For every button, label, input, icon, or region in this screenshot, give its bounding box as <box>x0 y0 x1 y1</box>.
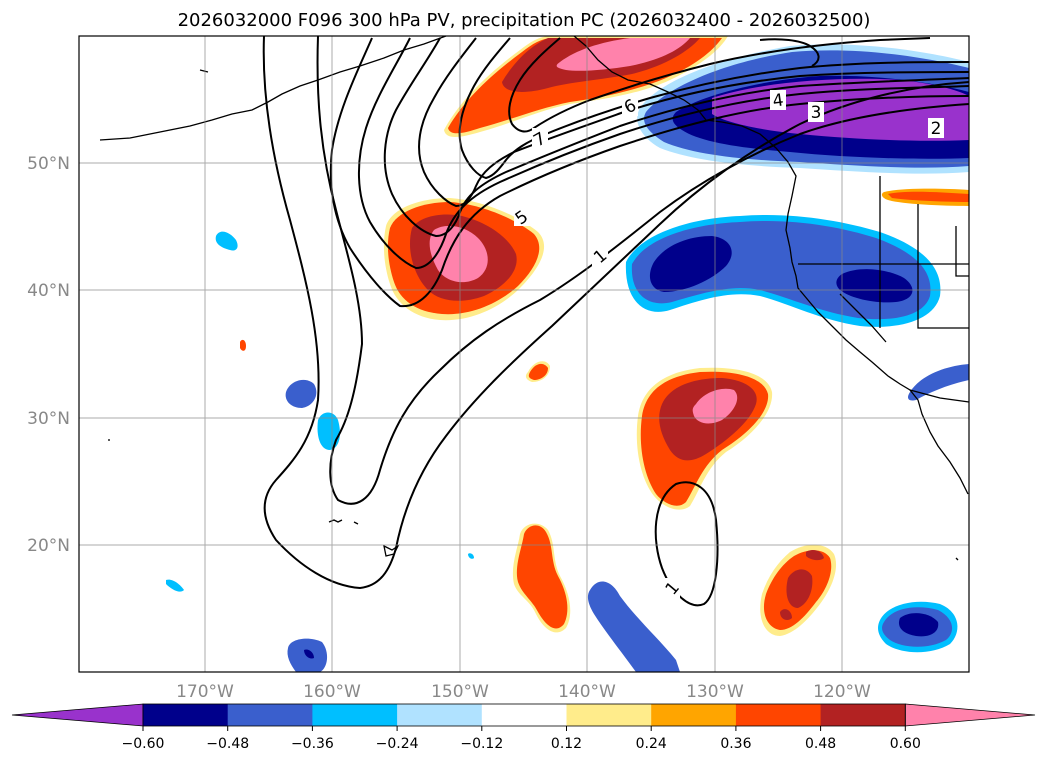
pv-label-3: 3 <box>811 103 822 123</box>
colorbar-extend-max <box>904 703 1036 727</box>
pv-label-2: 2 <box>931 119 942 139</box>
precip-positive-shading <box>240 36 969 636</box>
colorbar-segment <box>227 704 313 726</box>
colorbar-tick-label: −0.12 <box>460 736 503 752</box>
colorbar-tick-label: −0.48 <box>206 736 249 752</box>
lon-label-120w: 120°W <box>813 682 871 702</box>
lon-label-130w: 130°W <box>686 682 744 702</box>
lat-label-50n: 50°N <box>27 154 70 174</box>
pv-contour-7 <box>458 37 970 180</box>
pv-contours <box>262 35 970 607</box>
colorbar-tick-label: 0.12 <box>551 736 582 752</box>
lat-label-20n: 20°N <box>27 536 70 556</box>
map-panel: 7 6 5 4 3 2 1 1 <box>78 35 970 673</box>
colorbar-segment <box>143 704 229 726</box>
colorbar-tick-label: 0.24 <box>636 736 667 752</box>
colorbar-tick-label: −0.60 <box>122 736 165 752</box>
colorbar-segment <box>397 704 483 726</box>
colorbar-segment <box>651 704 737 726</box>
lat-label-40n: 40°N <box>27 281 70 301</box>
colorbar-segment <box>735 704 822 726</box>
colorbar-segment <box>481 704 567 726</box>
pv-contour-8 <box>508 37 931 133</box>
lon-label-160w: 160°W <box>303 682 361 702</box>
pv-contour-4 <box>358 37 970 270</box>
lon-label-140w: 140°W <box>558 682 616 702</box>
colorbar-segment <box>566 704 652 726</box>
lon-labels: 170°W 160°W 150°W 140°W 130°W 120°W <box>176 682 871 702</box>
colorbar-tick-label: −0.24 <box>376 736 419 752</box>
pv-contour-1-closed <box>654 481 719 607</box>
colorbar-segment <box>820 704 906 726</box>
coastlines <box>99 35 970 561</box>
pv-contour-5 <box>383 37 970 238</box>
pv-contour-6 <box>418 37 970 208</box>
colorbar: −0.60 −0.48 −0.36 −0.24 −0.12 0.12 0.24 0.36 0.4… <box>11 703 1036 752</box>
colorbar-tick-label: −0.36 <box>291 736 334 752</box>
pv-contour-3 <box>329 37 970 308</box>
colorbar-outline <box>142 703 906 727</box>
colorbar-tick-label: 0.60 <box>890 736 921 752</box>
pv-contour-labels: 7 6 5 4 3 2 1 1 <box>512 90 944 599</box>
gridlines <box>79 36 969 672</box>
pv-label-4: 4 <box>771 90 785 111</box>
map-frame <box>78 35 970 673</box>
lon-label-150w: 150°W <box>431 682 489 702</box>
lat-label-30n: 30°N <box>27 409 70 429</box>
pv-contour-2 <box>316 35 970 505</box>
pv-contour-east <box>759 38 820 67</box>
colorbar-tick-label: 0.36 <box>720 736 751 752</box>
lat-labels: 50°N 40°N 30°N 20°N <box>27 154 70 556</box>
colorbar-extend-min <box>11 703 144 727</box>
colorbar-tick-label: 0.48 <box>805 736 836 752</box>
pv-contour-1-outer <box>262 35 970 590</box>
colorbar-segment <box>312 704 398 726</box>
figure-title: 2026032000 F096 300 hPa PV, precipitatio… <box>178 10 871 31</box>
lon-label-170w: 170°W <box>176 682 234 702</box>
